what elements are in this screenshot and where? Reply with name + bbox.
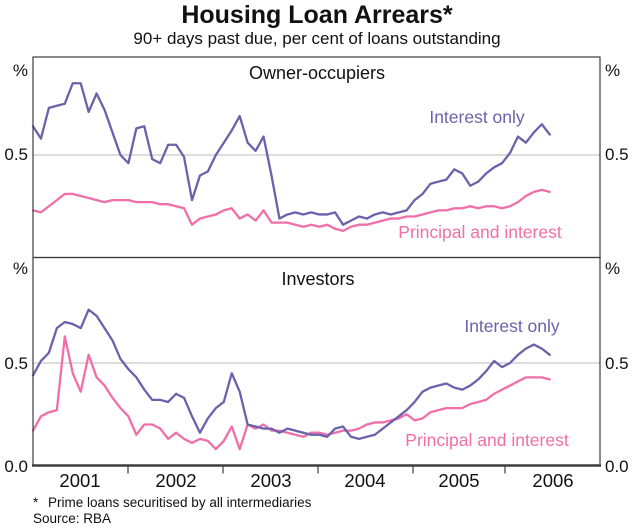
investors-interest-only-line (31, 308, 551, 441)
series-label-oo-principal-interest: Principal and interest (398, 222, 562, 242)
source-note: Source: RBA (33, 511, 112, 526)
x-tick-2006: 2006 (532, 470, 574, 491)
series-label-inv-interest-only: Interest only (464, 316, 560, 336)
x-tick-2002: 2002 (155, 470, 197, 491)
panel-title-owner-occupiers: Owner-occupiers (248, 63, 386, 83)
y-tick-0.5-top-left: 0.5 (4, 145, 28, 164)
y-unit-label-bottom-left: % (12, 259, 28, 278)
chart-subtitle: 90+ days past due, per cent of loans out… (133, 29, 501, 48)
series-label-oo-interest-only: Interest only (429, 107, 525, 127)
series-label-inv-principal-interest: Principal and interest (405, 430, 569, 450)
x-tick-2001: 2001 (59, 470, 101, 491)
y-unit-label-top-right: % (605, 61, 621, 80)
y-tick-0.0-bottom-left: 0.0 (4, 457, 28, 476)
x-tick-2005: 2005 (438, 470, 480, 491)
y-tick-0.0-bottom-right: 0.0 (605, 457, 629, 476)
owner-occupiers-principal-and-interest-line (31, 188, 551, 233)
footnote-marker: * (33, 495, 39, 510)
x-tick-2003: 2003 (250, 470, 292, 491)
y-tick-0.5-top-right: 0.5 (605, 145, 629, 164)
investors-principal-and-interest-line (31, 335, 551, 451)
footnote-text: Prime loans securitised by all intermedi… (48, 495, 312, 510)
owner-occupiers-interest-only-line (31, 82, 551, 226)
y-tick-0.5-bottom-right: 0.5 (605, 354, 629, 373)
y-unit-label-bottom-right: % (605, 259, 621, 278)
x-tick-2004: 2004 (344, 470, 386, 491)
y-tick-0.5-bottom-left: 0.5 (4, 354, 28, 373)
panel-title-investors: Investors (281, 269, 355, 289)
y-unit-label-top-left: % (12, 61, 28, 80)
chart-title: Housing Loan Arrears* (181, 1, 453, 29)
